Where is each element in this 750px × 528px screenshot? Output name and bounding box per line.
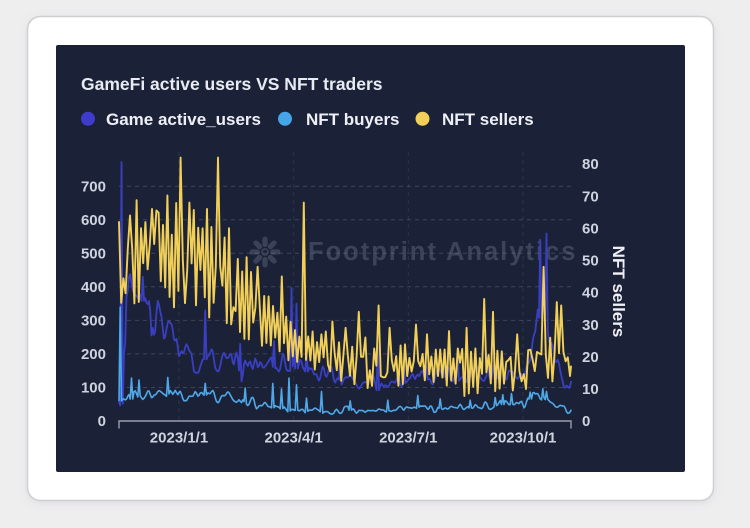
svg-text:50: 50 bbox=[582, 253, 599, 270]
svg-text:40: 40 bbox=[582, 285, 599, 302]
svg-text:100: 100 bbox=[81, 380, 106, 397]
svg-text:Game active_users: Game active_users bbox=[106, 110, 261, 129]
svg-text:500: 500 bbox=[81, 246, 106, 263]
svg-text:0: 0 bbox=[582, 413, 590, 430]
svg-text:NFT buyers: NFT buyers bbox=[306, 110, 400, 129]
svg-text:NFT sellers: NFT sellers bbox=[609, 246, 628, 338]
svg-text:600: 600 bbox=[81, 212, 106, 229]
svg-text:2023/7/1: 2023/7/1 bbox=[379, 430, 437, 447]
svg-text:GameFi active users VS NFT tra: GameFi active users VS NFT traders bbox=[81, 74, 383, 94]
svg-text:2023/4/1: 2023/4/1 bbox=[265, 430, 323, 447]
svg-text:0: 0 bbox=[98, 413, 106, 430]
svg-text:80: 80 bbox=[582, 156, 599, 173]
svg-text:200: 200 bbox=[81, 346, 106, 363]
svg-text:30: 30 bbox=[582, 317, 599, 334]
svg-text:400: 400 bbox=[81, 279, 106, 296]
svg-text:2023/10/1: 2023/10/1 bbox=[490, 430, 557, 447]
svg-text:300: 300 bbox=[81, 313, 106, 330]
svg-text:70: 70 bbox=[582, 188, 599, 205]
svg-text:60: 60 bbox=[582, 220, 599, 237]
svg-text:NFT sellers: NFT sellers bbox=[442, 110, 534, 129]
svg-text:700: 700 bbox=[81, 178, 106, 195]
svg-text:2023/1/1: 2023/1/1 bbox=[150, 430, 208, 447]
svg-text:10: 10 bbox=[582, 381, 599, 398]
svg-text:Footprint Analytics: Footprint Analytics bbox=[308, 238, 577, 266]
svg-text:20: 20 bbox=[582, 349, 599, 366]
